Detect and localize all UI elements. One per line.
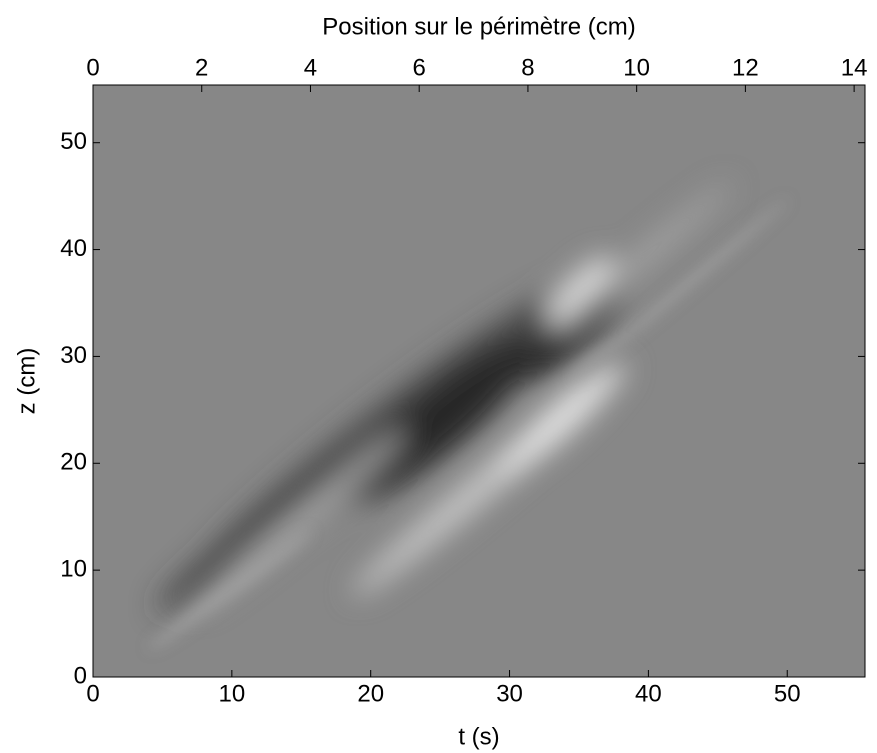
plot-frame [92,84,866,678]
x-axis-label: t (s) [458,723,499,750]
light-band [192,429,408,611]
x2-tick-label: 6 [413,54,426,81]
x2-tick-label: 8 [521,54,534,81]
dark-band [157,449,363,611]
light-blob [546,256,614,324]
light-band [547,182,733,338]
light-band [499,365,621,475]
x2-tick-label: 4 [304,54,317,81]
light-stripe [149,531,311,649]
wave-pattern [157,182,733,611]
x-tick-label: 20 [357,680,384,707]
x-tick-label: 40 [635,680,662,707]
x2-tick-label: 10 [623,54,650,81]
dark-core [346,339,534,501]
x-tick-label: 0 [86,680,99,707]
y-tick-label: 50 [60,128,87,155]
x2-tick-label: 2 [195,54,208,81]
y-tick-label: 40 [60,235,87,262]
x-tick-label: 30 [496,680,523,707]
light-stripe [572,199,788,381]
image [93,85,865,677]
x2-tick-label: 12 [732,54,759,81]
y-tick-label: 20 [60,449,87,476]
x-tick-label: 10 [218,680,245,707]
y-tick-label: 30 [60,342,87,369]
x2-axis-label: Position sur le périmètre (cm) [322,13,635,40]
x-tick-label: 50 [774,680,801,707]
wave-detail [149,199,788,649]
y-tick-label: 0 [74,662,87,689]
y-axis-label: z (cm) [13,348,40,415]
x2-tick-label: 14 [841,54,868,81]
x2-tick-label: 0 [86,54,99,81]
y-tick-label: 10 [60,555,87,582]
